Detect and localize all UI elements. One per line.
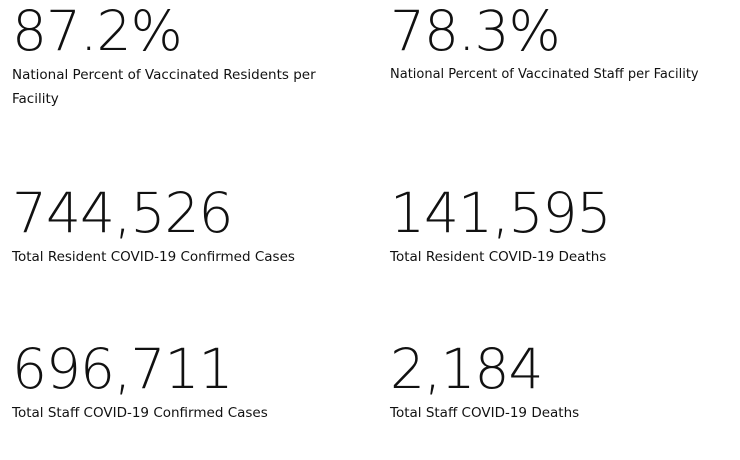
stat-value: 744,526 <box>12 181 233 245</box>
stat-value: 696,711 <box>12 337 233 401</box>
stat-staff-deaths: 2,184 Total Staff COVID-19 Deaths <box>390 342 740 425</box>
stat-label: Total Staff COVID-19 Deaths <box>390 405 580 421</box>
stat-resident-cases: 744,526 Total Resident COVID-19 Confirme… <box>12 186 362 269</box>
stat-vaccinated-staff: 78.3% National Percent of Vaccinated Sta… <box>390 4 740 87</box>
stat-value: 2,184 <box>390 337 543 401</box>
stat-label: Total Resident COVID-19 Confirmed Cases <box>12 249 295 265</box>
stat-vaccinated-residents: 87.2% National Percent of Vaccinated Res… <box>12 4 357 111</box>
stat-label: National Percent of Vaccinated Residents… <box>12 67 316 107</box>
stat-label: Total Staff COVID-19 Confirmed Cases <box>12 405 268 421</box>
stat-label: National Percent of Vaccinated Staff per… <box>390 67 699 82</box>
stat-staff-cases: 696,711 Total Staff COVID-19 Confirmed C… <box>12 342 362 425</box>
stat-resident-deaths: 141,595 Total Resident COVID-19 Deaths <box>390 186 740 269</box>
stat-value: 141,595 <box>390 181 611 245</box>
stat-label: Total Resident COVID-19 Deaths <box>390 249 607 265</box>
stat-value: 78.3% <box>390 0 561 63</box>
stat-value: 87.2% <box>12 0 183 63</box>
